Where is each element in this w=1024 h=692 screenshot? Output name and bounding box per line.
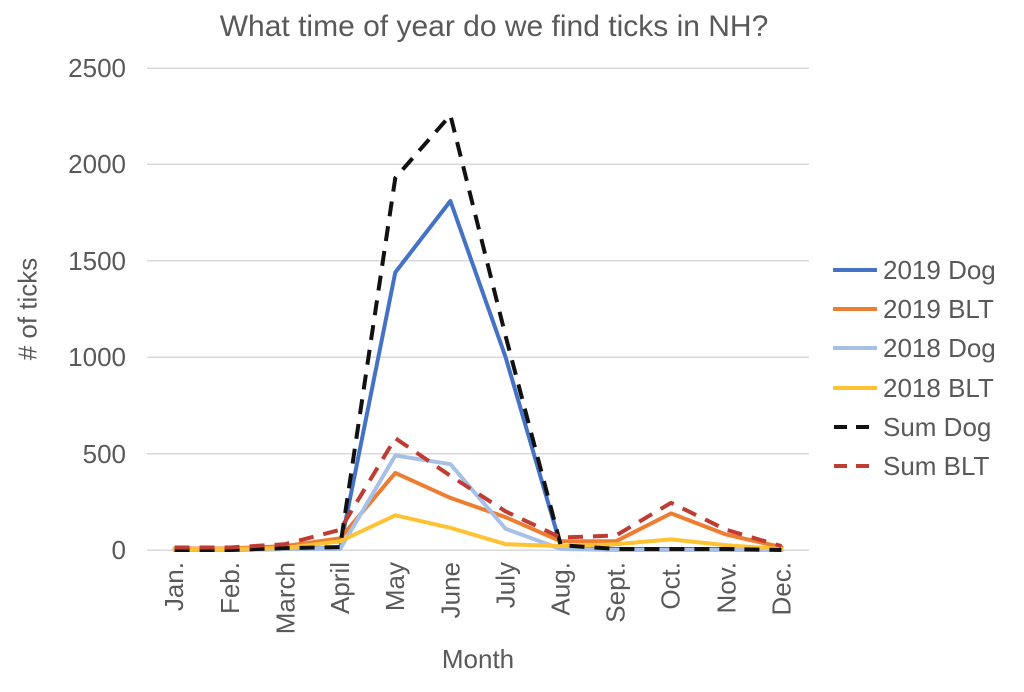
legend-line-sample [834,425,876,429]
x-tick-label: Feb. [214,562,245,615]
y-tick-label: 500 [82,438,126,469]
series-line-sum-dog [174,113,782,552]
legend-item-2019-blt: 2019 BLT [833,294,994,324]
x-tick-label: Aug. [545,562,576,616]
legend-line-sample [833,346,877,350]
x-tick-label: Jan. [159,562,190,612]
y-tick-label: 0 [111,535,126,565]
legend-item-sum-blt: Sum BLT [833,451,989,481]
x-tick-label: May [380,562,411,612]
x-tick-label: Oct. [656,562,687,610]
legend-line-sample [833,386,877,390]
legend-item-sum-dog: Sum Dog [833,412,991,442]
chart-title: What time of year do we find ticks in NH… [219,10,769,43]
legend-label: 2018 Dog [883,332,996,363]
x-tick-label: Nov. [711,562,742,614]
x-tick-label: April [325,562,356,615]
legend-line-sample [833,307,877,311]
legend-label: 2019 Dog [883,254,996,285]
legend-item-2019-dog: 2019 Dog [833,255,996,285]
y-tick-label: 1000 [68,342,126,373]
y-tick-label: 1500 [68,245,126,276]
x-axis-title: Month [441,644,515,674]
legend-line-sample [834,464,876,468]
y-tick-label: 2000 [68,149,126,180]
x-tick-label: March [269,562,300,635]
legend-label: 2018 BLT [883,372,994,403]
legend-label: Sum Dog [883,411,992,442]
series-line-sum-blt [174,436,782,550]
legend-line-sample [833,268,877,272]
x-tick-label: Sept. [600,562,631,623]
x-tick-label: July [490,562,521,609]
y-tick-label: 2500 [68,53,126,83]
legend-label: 2019 BLT [883,293,994,324]
legend-label: Sum BLT [883,450,990,481]
x-tick-label: June [435,562,466,619]
legend-item-2018-dog: 2018 Dog [833,333,996,363]
legend: 2019 Dog 2019 BLT 2018 Dog 2018 BLT Sum Dog S… [833,0,1023,692]
legend-item-2018-blt: 2018 BLT [833,373,994,403]
x-tick-label: Dec. [766,562,797,616]
